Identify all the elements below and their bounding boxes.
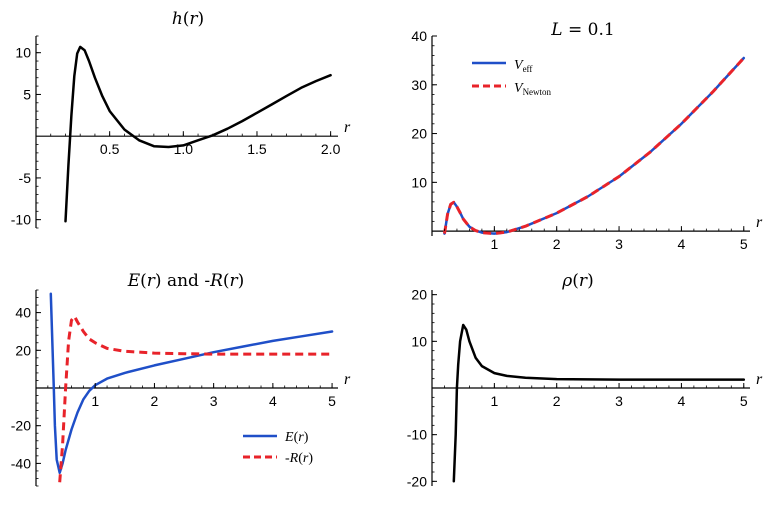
x-tick-label-veff: 3 bbox=[615, 236, 623, 252]
legend-veff: Veff VNewton bbox=[472, 58, 552, 97]
y-tick-label-rho: 10 bbox=[411, 333, 427, 349]
x-axis-label-rho: r bbox=[756, 371, 763, 388]
y-tick-label-veff: 10 bbox=[411, 174, 427, 190]
series-line-veff-1 bbox=[443, 56, 745, 236]
series-line-rho-0 bbox=[452, 323, 746, 483]
x-tick-label-rho: 4 bbox=[678, 393, 686, 409]
series-line-er-0 bbox=[49, 292, 334, 475]
y-tick-label-er: -40 bbox=[11, 455, 31, 471]
panel-h: h(r) r 0.5 1.0 1.5 2.0 -10 -5 5 10 bbox=[11, 9, 351, 229]
y-tick-label-veff: 30 bbox=[411, 77, 427, 93]
series-line-er-1 bbox=[58, 314, 333, 483]
y-tick-label-h: 10 bbox=[15, 45, 31, 61]
x-tick-label-rho: 3 bbox=[615, 393, 623, 409]
y-tick-label-rho: -20 bbox=[407, 473, 427, 489]
chart-title-rho: ρ(r) bbox=[561, 271, 593, 291]
chart-title-er: E(r) and -R(r) bbox=[127, 271, 245, 291]
panel-rho: ρ(r) r 1 2 3 4 5 -20 -10 10 20 bbox=[407, 271, 763, 489]
x-tick-label-h: 1.5 bbox=[247, 141, 267, 157]
panel-er: E(r) and -R(r) r 1 2 3 4 5 -40 -20 20 40 E(r) -R(… bbox=[11, 271, 351, 487]
x-tick-label-h: 0.5 bbox=[100, 141, 120, 157]
chart-title-h: h(r) bbox=[172, 9, 204, 29]
legend-label-vnewton: VNewton bbox=[514, 81, 552, 97]
series-line-h-0 bbox=[64, 45, 332, 223]
x-tick-label-veff: 1 bbox=[490, 236, 498, 252]
legend-label-r: -R(r) bbox=[285, 451, 313, 466]
legend-er: E(r) -R(r) bbox=[243, 430, 313, 466]
legend-label-veff: Veff bbox=[514, 58, 532, 74]
x-tick-label-veff: 5 bbox=[740, 236, 748, 252]
x-tick-label-veff: 2 bbox=[553, 236, 561, 252]
y-tick-label-veff: 40 bbox=[411, 28, 427, 44]
y-tick-label-h: -10 bbox=[11, 212, 31, 228]
y-tick-label-veff: 20 bbox=[411, 126, 427, 142]
y-tick-label-h: 5 bbox=[23, 86, 31, 102]
y-tick-label-rho: 20 bbox=[411, 287, 427, 303]
x-tick-label-h: 1.0 bbox=[174, 141, 194, 157]
y-tick-label-er: 20 bbox=[15, 342, 31, 358]
legend-label-e: E(r) bbox=[284, 430, 309, 445]
x-tick-label-rho: 2 bbox=[553, 393, 561, 409]
x-tick-label-rho: 1 bbox=[490, 393, 498, 409]
series-line-veff-0 bbox=[443, 56, 746, 235]
x-tick-label-er: 2 bbox=[151, 393, 159, 409]
y-tick-label-er: -20 bbox=[11, 418, 31, 434]
x-tick-label-h: 2.0 bbox=[321, 141, 341, 157]
y-tick-label-rho: -10 bbox=[407, 427, 427, 443]
x-tick-label-er: 5 bbox=[328, 393, 336, 409]
x-axis-label-veff: r bbox=[756, 214, 763, 231]
panel-veff: L = 0.1 r 1 2 3 4 5 10 20 30 40 Veff VNewton bbox=[411, 20, 763, 252]
x-axis-label-er: r bbox=[344, 371, 351, 388]
x-tick-label-rho: 5 bbox=[740, 393, 748, 409]
chart-title-veff: L = 0.1 bbox=[550, 20, 614, 40]
x-tick-label-veff: 4 bbox=[678, 236, 686, 252]
x-tick-label-er: 1 bbox=[91, 393, 99, 409]
x-tick-label-er: 3 bbox=[210, 393, 218, 409]
x-axis-label-h: r bbox=[344, 119, 351, 136]
x-tick-label-er: 4 bbox=[269, 393, 277, 409]
y-tick-label-er: 40 bbox=[15, 305, 31, 321]
y-tick-label-h: -5 bbox=[19, 170, 32, 186]
